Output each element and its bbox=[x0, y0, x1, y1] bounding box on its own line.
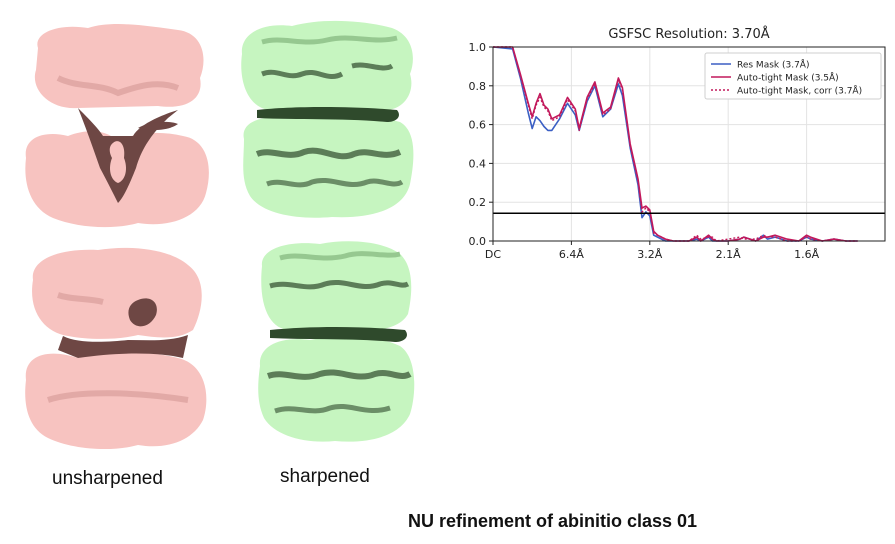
x-tick-label: 1.6Å bbox=[794, 248, 819, 261]
legend-box bbox=[704, 52, 882, 100]
caption-sharpened: sharpened bbox=[280, 466, 370, 487]
y-tick-label: 0.4 bbox=[469, 157, 487, 170]
sharpened-map-bottom bbox=[258, 241, 415, 442]
y-tick-label: 0.6 bbox=[469, 119, 487, 132]
y-tick-label: 1.0 bbox=[469, 41, 487, 54]
y-tick-label: 0.8 bbox=[469, 80, 487, 93]
x-tick-label: 2.1Å bbox=[716, 248, 741, 261]
caption-unsharpened: unsharpened bbox=[52, 468, 163, 489]
gsfsc-chart: GSFSC Resolution: 3.70Å 0.0 0.2 0.4 0.6 0.8 1.… bbox=[469, 26, 886, 261]
plot-frame bbox=[492, 46, 886, 242]
x-tick-label: 6.4Å bbox=[559, 248, 584, 261]
legend-label-0: Res Mask (3.7Å) bbox=[737, 59, 809, 71]
unsharpened-map-top bbox=[25, 24, 209, 228]
unsharpened-map-bottom bbox=[25, 247, 207, 450]
x-tick-label: DC bbox=[485, 248, 501, 261]
legend-label-2: Auto-tight Mask, corr (3.7Å) bbox=[737, 85, 862, 97]
chart-title: GSFSC Resolution: 3.70Å bbox=[608, 26, 769, 42]
sharpened-map-top bbox=[241, 20, 414, 218]
y-tick-label: 0.2 bbox=[469, 196, 487, 209]
legend-label-1: Auto-tight Mask (3.5Å) bbox=[737, 72, 839, 84]
x-tick-label: 3.2Å bbox=[637, 248, 662, 261]
y-tick-label: 0.0 bbox=[469, 235, 487, 248]
figure-caption: NU refinement of abinitio class 01 bbox=[408, 511, 698, 531]
